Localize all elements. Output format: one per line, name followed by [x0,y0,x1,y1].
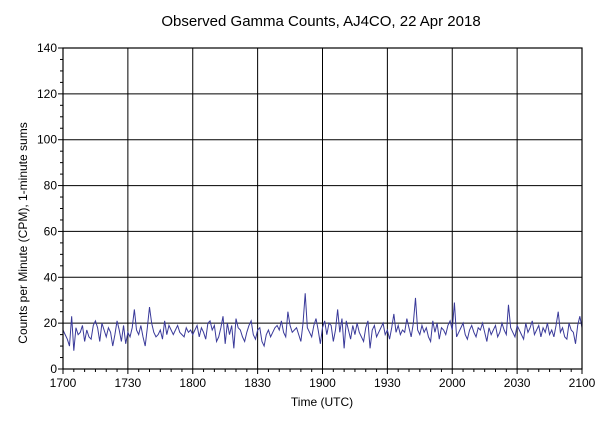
y-tick-label: 40 [44,270,58,284]
chart-title: Observed Gamma Counts, AJ4CO, 22 Apr 201… [161,13,480,30]
x-axis-tick-labels: 1700 1730 1800 1830 1900 1930 2000 2030 2100 [50,376,596,390]
x-tick-label: 1700 [50,376,77,390]
x-tick-label: 1800 [179,376,206,390]
series-layer [62,293,583,351]
grid-lines [63,48,582,369]
x-tick-label: 1730 [115,376,142,390]
y-tick-label: 80 [44,179,58,193]
y-tick-label: 140 [37,41,57,55]
y-tick-label: 60 [44,224,58,238]
x-tick-label: 2030 [504,376,531,390]
y-axis-label: Counts per Minute (CPM), 1-minute sums [16,122,30,343]
x-axis-label: Time (UTC) [291,395,353,409]
y-tick-label: 20 [44,316,58,330]
y-tick-label: 0 [50,362,57,376]
y-axis-tick-labels: 0 20 40 60 80 100 120 140 [37,41,57,376]
y-tick-label: 120 [37,87,57,101]
axis-ticks [58,47,583,374]
x-tick-label: 2000 [439,376,466,390]
x-tick-label: 2100 [569,376,596,390]
x-tick-label: 1830 [244,376,271,390]
y-tick-label: 100 [37,133,57,147]
x-tick-label: 1930 [374,376,401,390]
gamma-count-series-line [62,293,583,351]
x-tick-label: 1900 [309,376,336,390]
